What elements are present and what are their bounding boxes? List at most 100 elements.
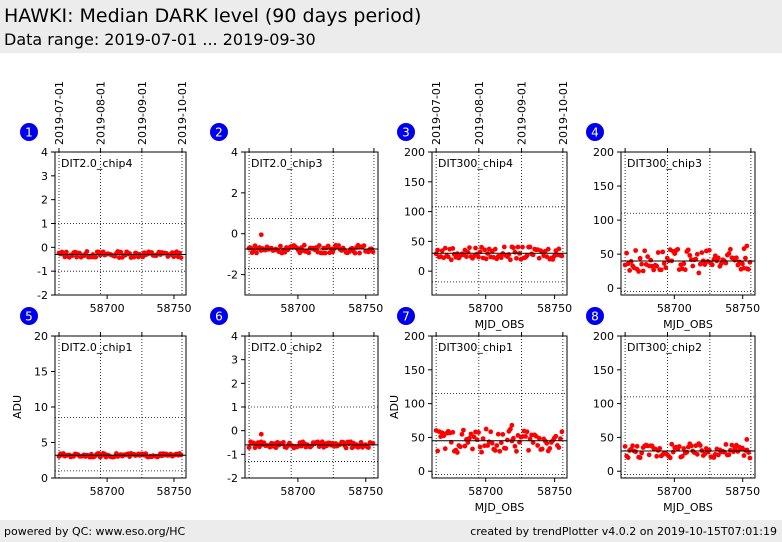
data-point	[435, 247, 441, 253]
data-point	[445, 254, 451, 260]
date-tick-label: 2019-09-01	[516, 81, 529, 145]
data-point	[476, 430, 481, 435]
data-point	[461, 427, 466, 433]
data-point	[504, 437, 510, 443]
data-point	[706, 247, 712, 253]
panel-number-badge	[586, 307, 604, 325]
data-point	[536, 255, 542, 261]
y-tick-label: 200	[593, 330, 614, 343]
y-tick-label: 4	[41, 146, 48, 159]
y-tick-label: 0	[418, 265, 425, 278]
y-tick-label: 0	[231, 425, 238, 438]
data-point	[450, 246, 456, 251]
y-tick-label: 150	[593, 180, 614, 193]
y-tick-label: 100	[593, 214, 614, 227]
data-point	[526, 447, 531, 453]
series-label: DIT300_chip3	[627, 157, 702, 170]
data-point	[278, 243, 283, 249]
y-tick-label: 15	[34, 366, 48, 379]
x-tick-label: 58700	[90, 302, 125, 315]
y-tick-label: 1	[231, 401, 238, 414]
data-point	[622, 444, 628, 449]
data-point	[63, 249, 69, 255]
y-tick-label: 4	[231, 146, 238, 159]
panel-number: 7	[402, 310, 410, 324]
plot-frame	[244, 151, 379, 296]
data-point	[514, 448, 519, 454]
data-point	[658, 267, 664, 273]
data-point	[258, 232, 264, 238]
data-point	[723, 260, 729, 266]
date-tick-label: 2019-08-01	[473, 81, 486, 145]
data-point	[483, 256, 489, 262]
data-point	[694, 251, 700, 257]
panel-number: 1	[25, 126, 33, 140]
y-tick-label: 2	[231, 187, 238, 200]
y-tick-label: 200	[404, 146, 425, 159]
data-point	[489, 440, 495, 446]
data-point	[547, 446, 553, 451]
data-point	[498, 255, 504, 261]
data-point	[747, 455, 753, 461]
data-point	[514, 255, 519, 261]
y-tick-label: 50	[600, 248, 614, 261]
panel-number-badge	[210, 307, 228, 325]
data-point	[639, 261, 645, 267]
data-point	[435, 448, 441, 454]
data-point	[679, 453, 685, 459]
x-tick-label: 58750	[348, 302, 383, 315]
data-point	[465, 249, 471, 255]
data-point	[523, 433, 528, 439]
data-point	[670, 449, 676, 455]
x-tick-label: 58750	[537, 485, 572, 498]
series-label: DIT300_chip4	[438, 157, 513, 170]
x-tick-label: 58700	[280, 485, 315, 498]
data-point	[503, 446, 509, 451]
y-axis-label: ADU	[388, 395, 401, 419]
date-tick-label: 2019-10-01	[176, 81, 189, 145]
y-tick-label: -1	[227, 448, 238, 461]
y-tick-label: -2	[37, 289, 48, 302]
y-tick-label: 150	[593, 364, 614, 377]
data-point	[655, 250, 661, 255]
data-point	[654, 263, 660, 269]
y-tick-label: 3	[41, 170, 48, 183]
y-tick-label: -2	[227, 269, 238, 282]
y-tick-label: 20	[34, 330, 48, 343]
data-point	[479, 449, 484, 455]
y-tick-label: 2	[231, 377, 238, 390]
data-point	[657, 446, 663, 451]
data-point	[357, 250, 362, 256]
data-point	[492, 246, 498, 252]
data-point	[685, 247, 691, 253]
x-tick-label: 58700	[468, 302, 503, 315]
data-point	[746, 266, 751, 272]
y-tick-label: 50	[411, 431, 425, 444]
data-point	[467, 245, 472, 251]
panel-number: 6	[215, 310, 223, 324]
data-point	[535, 443, 541, 448]
data-point	[301, 242, 307, 248]
data-point	[336, 243, 342, 248]
data-point	[740, 261, 745, 267]
data-point	[457, 444, 463, 450]
y-tick-label: 0	[231, 228, 238, 241]
y-tick-label: 5	[41, 437, 48, 450]
data-point	[459, 431, 465, 437]
data-point	[651, 267, 657, 273]
data-point	[93, 254, 99, 260]
footer-created-by: created by trendPlotter v4.0.2 on 2019-1…	[470, 525, 777, 538]
data-point	[715, 452, 721, 458]
x-tick-label: 58750	[725, 302, 760, 315]
data-point	[682, 267, 688, 273]
date-tick-label: 2019-07-01	[430, 81, 443, 145]
data-point	[524, 429, 530, 435]
footer-powered-by: powered by QC: www.eso.org/HC	[4, 525, 186, 538]
panel-number: 5	[25, 310, 33, 324]
data-point	[697, 261, 703, 267]
data-point	[624, 250, 630, 256]
data-point	[254, 250, 259, 256]
data-point	[726, 251, 732, 256]
chart-panel: 20 15 10 5 0 58700 58750 DIT2.0_chip1 5 ADU	[11, 307, 191, 498]
